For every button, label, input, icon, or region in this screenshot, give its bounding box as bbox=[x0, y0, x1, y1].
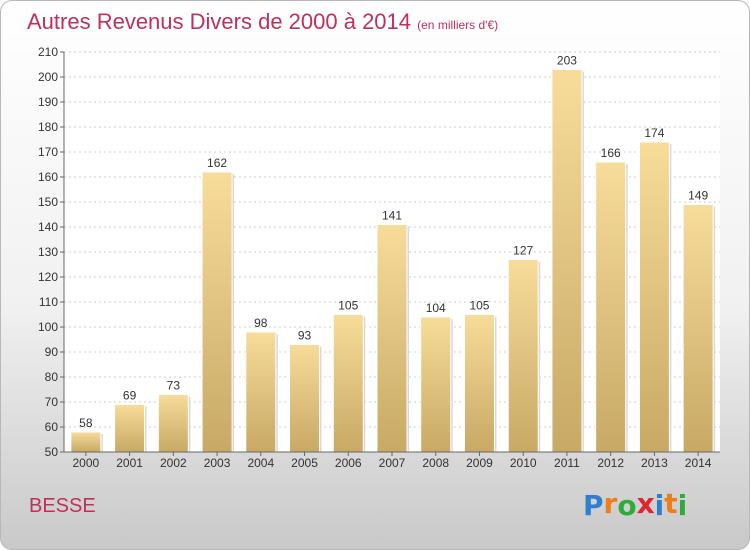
logo-letter: i bbox=[677, 489, 688, 522]
chart-title: Autres Revenus Divers de 2000 à 2014 (en… bbox=[27, 9, 498, 35]
x-tick-label: 2008 bbox=[422, 456, 449, 470]
bar-2012 bbox=[595, 161, 627, 453]
y-tick-label: 100 bbox=[38, 320, 58, 334]
y-tick-label: 170 bbox=[38, 145, 58, 159]
x-tick-label: 2006 bbox=[335, 456, 362, 470]
y-tick-label: 130 bbox=[38, 245, 58, 259]
x-tick-label: 2013 bbox=[641, 456, 668, 470]
bar-value-label: 174 bbox=[644, 126, 664, 140]
bar-value-label: 105 bbox=[469, 299, 489, 313]
x-tick-label: 2012 bbox=[597, 456, 624, 470]
commune-name: BESSE bbox=[29, 495, 96, 517]
bar-value-label: 98 bbox=[254, 316, 268, 330]
logo-letter: x bbox=[636, 487, 655, 520]
bar-value-label: 166 bbox=[601, 146, 621, 160]
bar-2014 bbox=[682, 204, 714, 453]
bar-value-label: 203 bbox=[557, 54, 577, 68]
bar-2002 bbox=[157, 394, 189, 453]
bar-2013 bbox=[638, 141, 670, 453]
bar-2001 bbox=[114, 404, 146, 453]
x-tick-label: 2007 bbox=[379, 456, 406, 470]
x-tick-label: 2010 bbox=[510, 456, 537, 470]
bar-2000 bbox=[70, 431, 102, 453]
y-tick-label: 190 bbox=[38, 95, 58, 109]
logo-letter: P bbox=[583, 489, 604, 522]
y-tick-label: 140 bbox=[38, 220, 58, 234]
proxiti-logo[interactable]: Proxiti bbox=[583, 487, 688, 522]
x-tick-label: 2009 bbox=[466, 456, 493, 470]
bar-value-label: 105 bbox=[338, 299, 358, 313]
x-tick-label: 2003 bbox=[204, 456, 231, 470]
x-tick-label: 2014 bbox=[685, 456, 712, 470]
bar-value-label: 58 bbox=[79, 416, 93, 430]
y-tick-label: 180 bbox=[38, 120, 58, 134]
bar-2011 bbox=[551, 69, 583, 453]
y-tick-label: 80 bbox=[45, 370, 59, 384]
y-tick-label: 160 bbox=[38, 170, 58, 184]
logo-letter: i bbox=[654, 489, 665, 522]
y-tick-label: 150 bbox=[38, 195, 58, 209]
y-tick-label: 90 bbox=[45, 345, 59, 359]
logo-letter: r bbox=[603, 487, 618, 520]
x-tick-label: 2002 bbox=[160, 456, 187, 470]
bar-value-label: 162 bbox=[207, 156, 227, 170]
logo-letter: t bbox=[664, 487, 678, 520]
chart-title-unit: (en milliers d'€) bbox=[417, 18, 499, 32]
y-tick-label: 120 bbox=[38, 270, 58, 284]
x-tick-label: 2004 bbox=[247, 456, 274, 470]
bar-value-label: 104 bbox=[426, 301, 446, 315]
x-tick-label: 2011 bbox=[554, 456, 580, 470]
bar-2005 bbox=[289, 344, 321, 453]
bar-value-label: 73 bbox=[167, 379, 181, 393]
bar-value-label: 93 bbox=[298, 329, 312, 343]
y-tick-label: 60 bbox=[45, 420, 59, 434]
bar-value-label: 141 bbox=[382, 209, 402, 223]
bar-2008 bbox=[420, 316, 452, 453]
x-tick-label: 2005 bbox=[291, 456, 318, 470]
bar-2007 bbox=[376, 224, 408, 453]
y-tick-label: 210 bbox=[38, 45, 58, 59]
bar-2003 bbox=[201, 171, 233, 453]
y-tick-label: 70 bbox=[45, 395, 59, 409]
bar-value-label: 149 bbox=[688, 189, 708, 203]
x-tick-label: 2000 bbox=[73, 456, 100, 470]
bar-2009 bbox=[463, 314, 495, 453]
y-tick-label: 200 bbox=[38, 70, 58, 84]
logo-letter: o bbox=[617, 489, 637, 522]
bar-value-label: 127 bbox=[513, 244, 533, 258]
chart-title-text: Autres Revenus Divers de 2000 à 2014 bbox=[27, 9, 412, 34]
x-tick-label: 2001 bbox=[116, 456, 143, 470]
y-tick-label: 50 bbox=[45, 445, 59, 459]
bar-2010 bbox=[507, 259, 539, 453]
y-tick-label: 110 bbox=[39, 295, 58, 309]
bar-value-label: 69 bbox=[123, 389, 137, 403]
bar-2004 bbox=[245, 331, 277, 453]
bar-2006 bbox=[332, 314, 364, 453]
